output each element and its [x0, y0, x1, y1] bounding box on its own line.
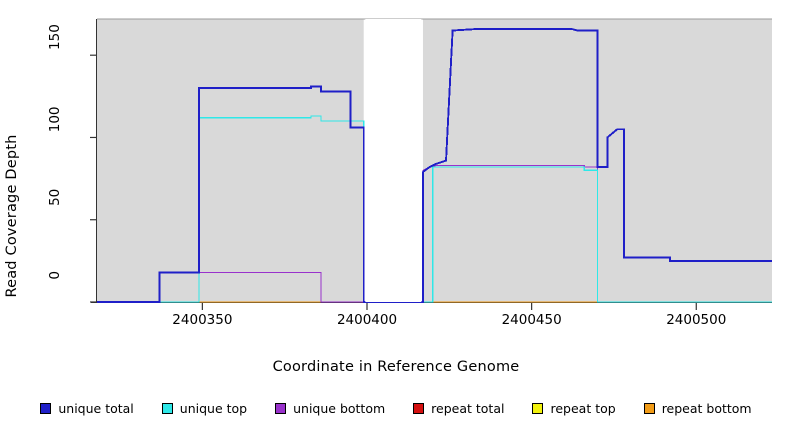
x-tick-label: 2400500	[666, 312, 727, 328]
gap-mask	[365, 19, 422, 302]
y-tick-label: 150	[47, 24, 63, 50]
legend-label: repeat top	[550, 400, 616, 416]
y-tick-label: 50	[47, 188, 63, 206]
legend-label: unique top	[179, 400, 248, 416]
legend-label: unique total	[58, 400, 134, 416]
legend-item: unique bottom	[275, 401, 385, 416]
x-tick-label: 2400400	[336, 312, 398, 328]
legend-label: unique bottom	[293, 400, 386, 416]
x-tick-label: 2400350	[172, 312, 233, 328]
legend-item: repeat bottom	[643, 400, 752, 416]
series-line-unique-total	[97, 27, 772, 303]
legend-label: repeat bottom	[661, 400, 752, 416]
legend-swatch-icon	[643, 402, 655, 414]
y-tick-label: 100	[47, 106, 63, 133]
legend-item: repeat total	[413, 401, 504, 416]
legend-swatch-icon	[40, 402, 52, 414]
legend-item: unique top	[161, 400, 248, 416]
y-tick-label: 0	[47, 271, 63, 280]
x-tick-label: 2400450	[501, 312, 562, 328]
legend-swatch-icon	[161, 402, 173, 414]
x-axis-title: Coordinate in Reference Genome	[272, 359, 520, 375]
legend-swatch-icon	[532, 402, 544, 414]
chart-legend: unique total unique top unique bottom repea…	[0, 398, 792, 418]
legend-label: repeat total	[431, 400, 505, 416]
legend-item: repeat top	[532, 400, 616, 416]
legend-item: unique total	[40, 400, 134, 416]
panel-background-left	[97, 19, 364, 302]
legend-swatch-icon	[413, 402, 425, 414]
legend-swatch-icon	[275, 402, 287, 414]
